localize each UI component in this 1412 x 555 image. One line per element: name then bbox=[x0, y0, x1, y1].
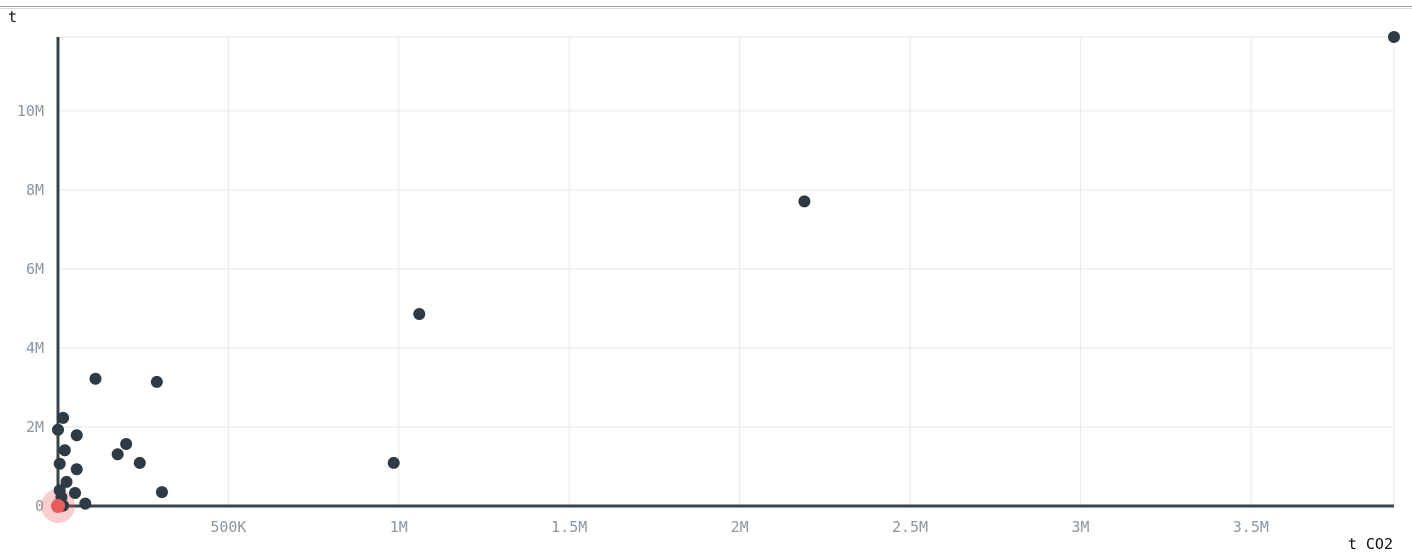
data-point[interactable] bbox=[60, 475, 73, 488]
x-tick-label: 3M bbox=[1071, 518, 1089, 536]
data-point[interactable] bbox=[57, 411, 70, 424]
x-tick-label: 2M bbox=[731, 518, 749, 536]
y-tick-label: 4M bbox=[26, 339, 44, 357]
x-tick-label: 1M bbox=[390, 518, 408, 536]
data-point[interactable] bbox=[53, 457, 66, 470]
data-point[interactable] bbox=[798, 195, 811, 208]
y-tick-label: 10M bbox=[17, 102, 44, 120]
data-point[interactable] bbox=[150, 375, 163, 388]
x-tick-label: 2.5M bbox=[892, 518, 928, 536]
x-axis-label: t CO2 bbox=[1348, 535, 1393, 553]
y-tick-label: 0 bbox=[35, 497, 44, 515]
x-tick-label: 500K bbox=[210, 518, 246, 536]
y-axis-label: t bbox=[8, 8, 17, 26]
y-tick-label: 8M bbox=[26, 181, 44, 199]
x-tick-label: 3.5M bbox=[1233, 518, 1269, 536]
data-point[interactable] bbox=[69, 486, 82, 499]
data-point[interactable] bbox=[120, 437, 133, 450]
data-point[interactable] bbox=[52, 423, 64, 436]
top-rule-secondary bbox=[0, 8, 1412, 9]
highlight-point[interactable] bbox=[51, 499, 65, 513]
x-tick-label: 1.5M bbox=[551, 518, 587, 536]
data-point[interactable] bbox=[155, 486, 168, 499]
data-point[interactable] bbox=[1388, 31, 1400, 43]
data-point[interactable] bbox=[413, 307, 426, 320]
data-point[interactable] bbox=[387, 456, 400, 469]
data-points bbox=[41, 31, 1400, 523]
data-point[interactable] bbox=[70, 463, 83, 476]
y-tick-label: 2M bbox=[26, 418, 44, 436]
data-point[interactable] bbox=[89, 372, 102, 385]
axes bbox=[56, 37, 1394, 508]
y-tick-label: 6M bbox=[26, 260, 44, 278]
data-point[interactable] bbox=[133, 456, 146, 469]
data-point[interactable] bbox=[79, 497, 92, 510]
data-point[interactable] bbox=[58, 444, 71, 457]
tick-labels: 0 2M 4M 6M 8M 10M 500K 1M 1.5M 2M 2.5M 3M 3.5M bbox=[17, 102, 1269, 536]
grid bbox=[58, 36, 1395, 506]
data-point[interactable] bbox=[111, 448, 124, 461]
top-rule bbox=[0, 6, 1412, 7]
data-point[interactable] bbox=[70, 429, 83, 442]
